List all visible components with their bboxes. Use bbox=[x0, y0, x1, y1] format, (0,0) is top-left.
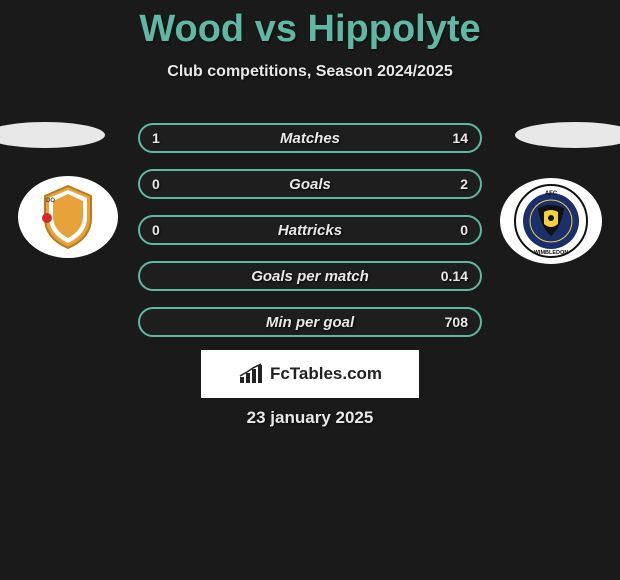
player-marker-right bbox=[515, 122, 620, 148]
svg-text:AFC: AFC bbox=[545, 191, 558, 197]
page-title: Wood vs Hippolyte bbox=[0, 0, 620, 51]
watermark: FcTables.com bbox=[201, 350, 419, 398]
bar-chart-icon bbox=[238, 363, 264, 385]
stat-right-value: 0 bbox=[428, 222, 468, 238]
stats-container: 1 Matches 14 0 Goals 2 0 Hattricks 0 Goa… bbox=[138, 123, 482, 353]
stat-right-value: 2 bbox=[428, 176, 468, 192]
stat-row: 0 Hattricks 0 bbox=[138, 215, 482, 245]
stat-label: Goals per match bbox=[192, 268, 428, 285]
svg-text:DO: DO bbox=[46, 198, 55, 204]
stat-row: Min per goal 708 bbox=[138, 307, 482, 337]
stat-label: Matches bbox=[192, 130, 428, 147]
stat-left-value: 1 bbox=[152, 130, 192, 146]
stat-label: Goals bbox=[192, 176, 428, 193]
stat-right-value: 708 bbox=[428, 314, 468, 330]
stat-row: 1 Matches 14 bbox=[138, 123, 482, 153]
stat-left-value: 0 bbox=[152, 222, 192, 238]
date-label: 23 january 2025 bbox=[247, 408, 374, 428]
club-crest-left: DO bbox=[18, 176, 118, 258]
subtitle: Club competitions, Season 2024/2025 bbox=[0, 63, 620, 81]
club-crest-right: AFC WIMBLEDON bbox=[500, 178, 602, 264]
stat-label: Hattricks bbox=[192, 222, 428, 239]
player-marker-left bbox=[0, 122, 105, 148]
stat-row: Goals per match 0.14 bbox=[138, 261, 482, 291]
stat-row: 0 Goals 2 bbox=[138, 169, 482, 199]
stat-left-value: 0 bbox=[152, 176, 192, 192]
watermark-text: FcTables.com bbox=[270, 364, 382, 384]
svg-text:WIMBLEDON: WIMBLEDON bbox=[534, 250, 569, 256]
stat-label: Min per goal bbox=[192, 314, 428, 331]
stat-right-value: 14 bbox=[428, 130, 468, 146]
stat-right-value: 0.14 bbox=[428, 268, 468, 284]
